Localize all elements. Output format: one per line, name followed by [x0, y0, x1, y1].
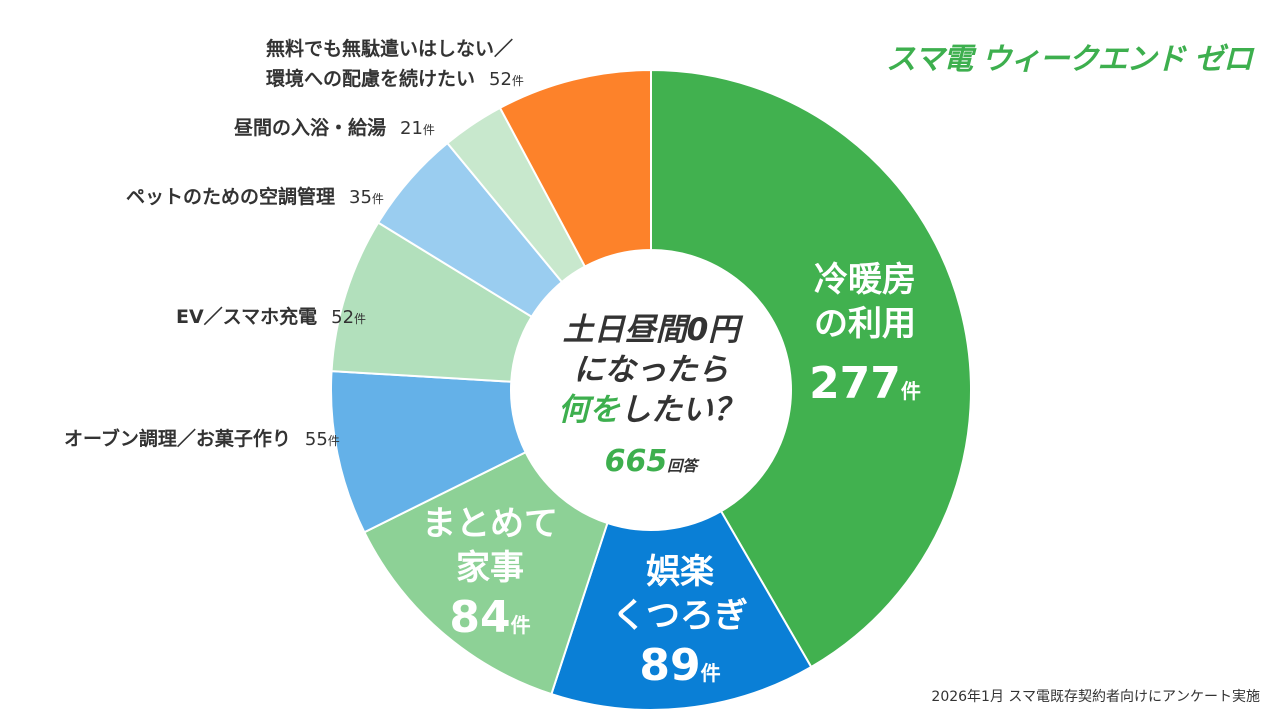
- slice-label-no-waste: 無料でも無駄遣いはしない／ 環境への配慮を続けたい 52件: [266, 38, 524, 90]
- center-line2: になったら: [573, 352, 729, 388]
- brand-logo: スマ電 ウィークエンド ゼロ: [886, 42, 1253, 77]
- center-title: 土日昼間0円 になったら 何をしたい？ 665回答: [531, 310, 771, 479]
- slice-label-pet: ペットのための空調管理 35件: [126, 186, 384, 208]
- center-line1: 土日昼間0円: [562, 312, 740, 348]
- center-line3a: 何を: [558, 392, 620, 428]
- total-responses: 665回答: [604, 444, 698, 479]
- slice-label-ev: EV／スマホ充電 52件: [176, 306, 367, 328]
- donut-slice-0: [650, 68, 972, 669]
- slice-label-heating: 冷暖房 の利用 277件: [809, 260, 921, 409]
- slice-label-bath: 昼間の入浴・給湯 21件: [234, 117, 435, 139]
- slice-label-housework: まとめて 家事 84件: [422, 504, 558, 643]
- slice-label-entertainment: 娯楽 くつろぎ 89件: [612, 552, 748, 691]
- center-line3b: したい？: [620, 392, 744, 428]
- slice-label-oven: オーブン調理／お菓子作り 55件: [64, 428, 340, 450]
- survey-footnote: 2026年1月 スマ電既存契約者向けにアンケート実施: [931, 689, 1260, 705]
- donut-slice-7: [498, 68, 652, 268]
- donut-slice-2: [363, 450, 609, 696]
- donut-slice-1: [550, 509, 813, 711]
